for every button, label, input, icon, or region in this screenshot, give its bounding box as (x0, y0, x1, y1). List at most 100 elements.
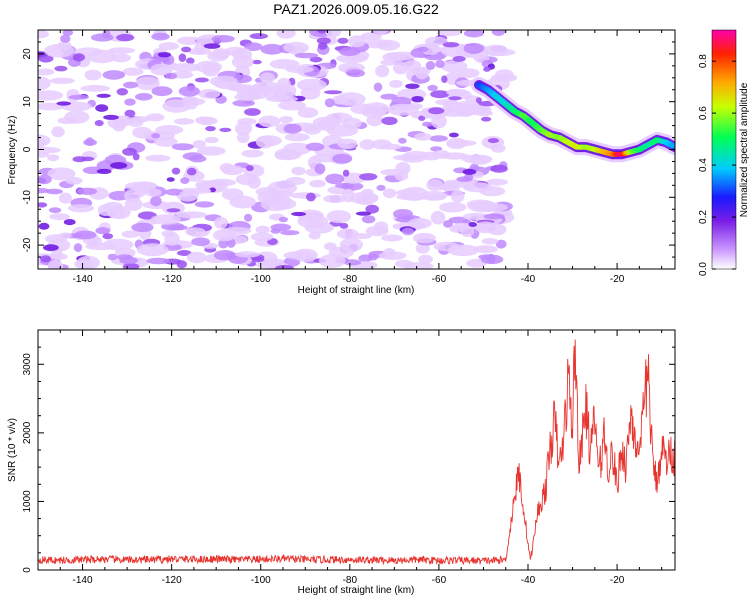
noise-blob (290, 192, 322, 199)
noise-blob (335, 182, 354, 189)
noise-blob (176, 260, 187, 269)
noise-blob (63, 219, 76, 226)
noise-blob (342, 188, 355, 203)
ridge-core (668, 143, 675, 149)
noise-blob (283, 41, 310, 54)
snr-line (38, 339, 675, 566)
noise-blob (205, 126, 216, 132)
noise-blob (178, 53, 187, 62)
noise-blob (84, 69, 102, 81)
top-x-tick-label: -60 (432, 274, 447, 285)
top-axis-ticks: -140 -120 -100 -80 -60 -40 -20 20 10 0 -10 -20 (22, 29, 675, 285)
noise-blob (165, 188, 184, 196)
noise-blob (171, 143, 194, 151)
noise-blob (454, 105, 477, 116)
noise-blob (211, 48, 231, 59)
noise-blob (158, 52, 171, 58)
colorbar-tick-label: 0.6 (698, 106, 709, 120)
noise-blob (251, 256, 265, 263)
bottom-y-tick-label: 0 (22, 567, 33, 573)
noise-blob (176, 211, 208, 219)
noise-blobs (38, 30, 518, 269)
noise-blob (80, 85, 111, 92)
bottom-x-tick-label: -120 (162, 575, 182, 586)
colorbar-label: Normalized spectral amplitude (739, 82, 750, 217)
noise-blob (396, 193, 427, 201)
noise-blob (297, 214, 329, 229)
spectrogram-frame (37, 29, 676, 270)
noise-blob (346, 69, 365, 78)
noise-blob (415, 67, 429, 80)
top-x-tick-label: -140 (73, 274, 93, 285)
noise-blob (474, 221, 497, 234)
noise-blob (58, 232, 72, 239)
noise-blob (285, 176, 306, 186)
noise-blob (487, 138, 499, 144)
noise-blob (480, 116, 492, 122)
noise-blob (204, 136, 219, 144)
noise-blob (108, 47, 136, 54)
noise-blob (168, 224, 188, 231)
noise-blob (483, 213, 505, 220)
noise-blob (280, 230, 300, 236)
top-x-tick-label: -80 (343, 274, 358, 285)
colorbar-ticks: 0.0 0.2 0.4 0.6 0.8 (698, 54, 736, 276)
noise-blob (151, 86, 173, 97)
bottom-x-axis-label: Height of straight line (km) (298, 585, 415, 596)
noise-blob (196, 146, 226, 156)
noise-blob (135, 93, 153, 101)
noise-blob (94, 120, 104, 127)
noise-blob (179, 190, 193, 198)
noise-blob (443, 220, 453, 228)
noise-blob (203, 43, 221, 49)
noise-blob (316, 37, 331, 45)
colorbar-tick-label: 0.2 (698, 210, 709, 224)
noise-blob (430, 90, 450, 99)
noise-blob (279, 149, 302, 160)
noise-blob (85, 242, 116, 251)
noise-blob (76, 255, 100, 269)
noise-blob (96, 93, 111, 98)
noise-blob (234, 121, 253, 136)
noise-blob (186, 167, 197, 176)
noise-blob (237, 132, 250, 144)
noise-blob (48, 259, 64, 269)
noise-blob (221, 188, 244, 201)
noise-blob (38, 222, 50, 230)
noise-blob (95, 104, 109, 112)
noise-blob (178, 86, 200, 97)
colorbar: 0.0 0.2 0.4 0.6 0.8 Normalized spectral ampl… (698, 29, 750, 276)
noise-blob (380, 93, 398, 100)
noise-blob (284, 133, 310, 142)
noise-blob (244, 42, 263, 51)
noise-blob (214, 216, 229, 229)
noise-blob (464, 95, 480, 102)
noise-blob (38, 174, 52, 185)
noise-blob (38, 90, 64, 101)
noise-blob (48, 207, 62, 214)
noise-blob (425, 61, 436, 70)
noise-blob (110, 162, 128, 169)
noise-blob (251, 59, 262, 65)
noise-blob (116, 33, 135, 42)
noise-blob (275, 264, 294, 269)
noise-blob (483, 66, 491, 72)
noise-blob (403, 60, 422, 71)
noise-blob (338, 47, 361, 56)
noise-blob (65, 176, 83, 185)
noise-blob (395, 259, 414, 268)
noise-blob (56, 101, 71, 106)
noise-blob (473, 245, 498, 254)
top-y-tick-label: -20 (22, 237, 33, 252)
noise-blob (72, 53, 85, 62)
noise-blob (279, 116, 294, 124)
noise-blob (478, 254, 495, 260)
noise-blob (348, 35, 366, 48)
noise-blob (483, 44, 508, 57)
noise-blob (119, 256, 138, 265)
noise-blob (417, 46, 429, 53)
noise-blob (38, 68, 55, 76)
noise-blob (343, 259, 362, 266)
noise-blob (44, 43, 75, 58)
